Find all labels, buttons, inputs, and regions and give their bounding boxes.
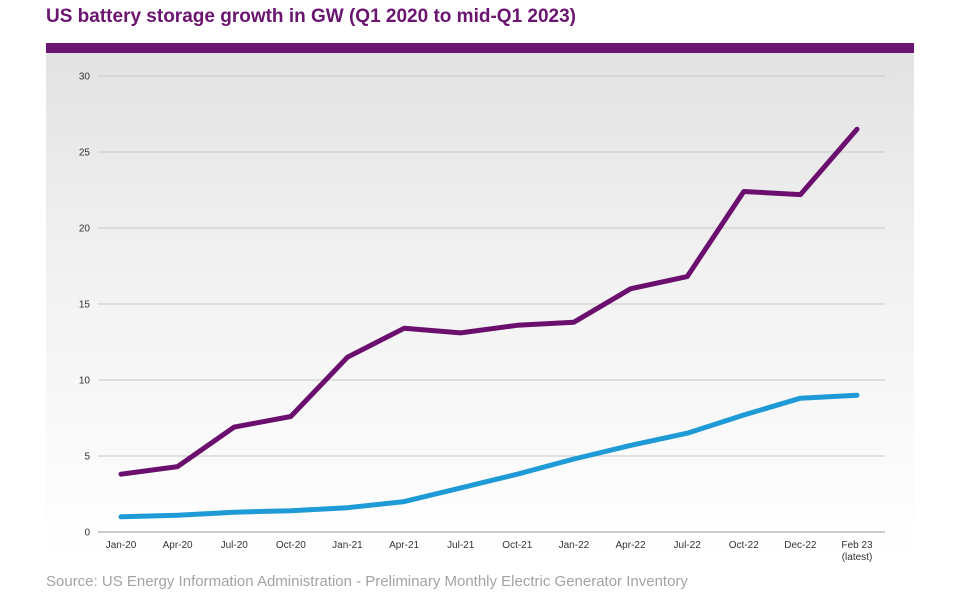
y-tick-label-5: 5 (84, 452, 90, 463)
x-tick-label-6: Jul-21 (447, 540, 475, 551)
y-tick-label-0: 0 (84, 528, 90, 539)
x-tick-label-10: Jul-22 (674, 540, 702, 551)
x-tick-label-3: Oct-20 (276, 540, 306, 551)
series-line-1 (118, 126, 860, 477)
x-tick-label-5: Apr-21 (389, 540, 419, 551)
x-tick-label-11: Oct-22 (729, 540, 759, 551)
y-axis-ticks: 0 5 10 15 20 25 30 (79, 72, 91, 539)
y-tick-label-30: 30 (79, 72, 91, 83)
x-axis-ticks: Jan-20 Apr-20 Jul-20 Oct-20 Jan-21 Apr-21 Jul-… (106, 540, 873, 563)
source-note: Source: US Energy Information Administra… (46, 573, 688, 590)
x-tick-label-7: Oct-21 (502, 540, 532, 551)
y-tick-label-25: 25 (79, 148, 91, 159)
x-tick-label-1: Apr-20 (163, 540, 193, 551)
title-accent-band (46, 43, 914, 53)
x-tick-label-13-line2: (latest) (842, 552, 873, 563)
x-tick-label-13: Feb 23 (841, 540, 873, 551)
series-line-2 (118, 392, 860, 520)
x-tick-label-4: Jan-21 (332, 540, 363, 551)
chart-title: US battery storage growth in GW (Q1 2020… (46, 6, 577, 27)
gridlines (98, 75, 885, 533)
x-tick-label-8: Jan-22 (559, 540, 590, 551)
series-lines (118, 126, 860, 520)
x-tick-label-12: Dec-22 (784, 540, 817, 551)
x-tick-label-2: Jul-20 (221, 540, 249, 551)
x-tick-label-9: Apr-22 (616, 540, 646, 551)
x-tick-label-0: Jan-20 (106, 540, 137, 551)
y-tick-label-10: 10 (79, 376, 91, 387)
y-tick-label-15: 15 (79, 300, 91, 311)
y-tick-label-20: 20 (79, 224, 91, 235)
